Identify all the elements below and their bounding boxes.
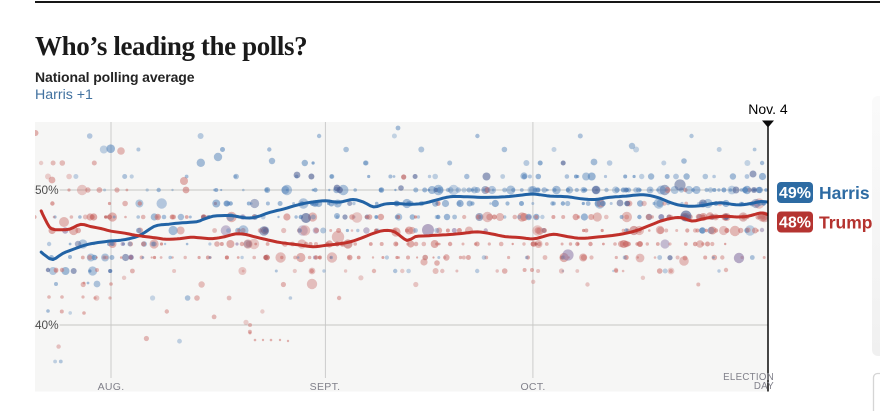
svg-text:OCT.: OCT. (520, 381, 545, 393)
svg-text:Trump: Trump (819, 213, 872, 233)
svg-text:ELECTION: ELECTION (723, 372, 774, 383)
svg-text:SEPT.: SEPT. (310, 381, 341, 393)
svg-text:50%: 50% (35, 183, 59, 197)
svg-text:40%: 40% (35, 318, 59, 332)
svg-text:Harris: Harris (819, 183, 870, 203)
svg-text:49%: 49% (779, 185, 811, 202)
svg-text:AUG.: AUG. (98, 381, 125, 393)
svg-text:DAY: DAY (754, 381, 774, 392)
svg-text:48%: 48% (779, 215, 811, 232)
svg-text:Nov. 4: Nov. 4 (748, 101, 788, 117)
